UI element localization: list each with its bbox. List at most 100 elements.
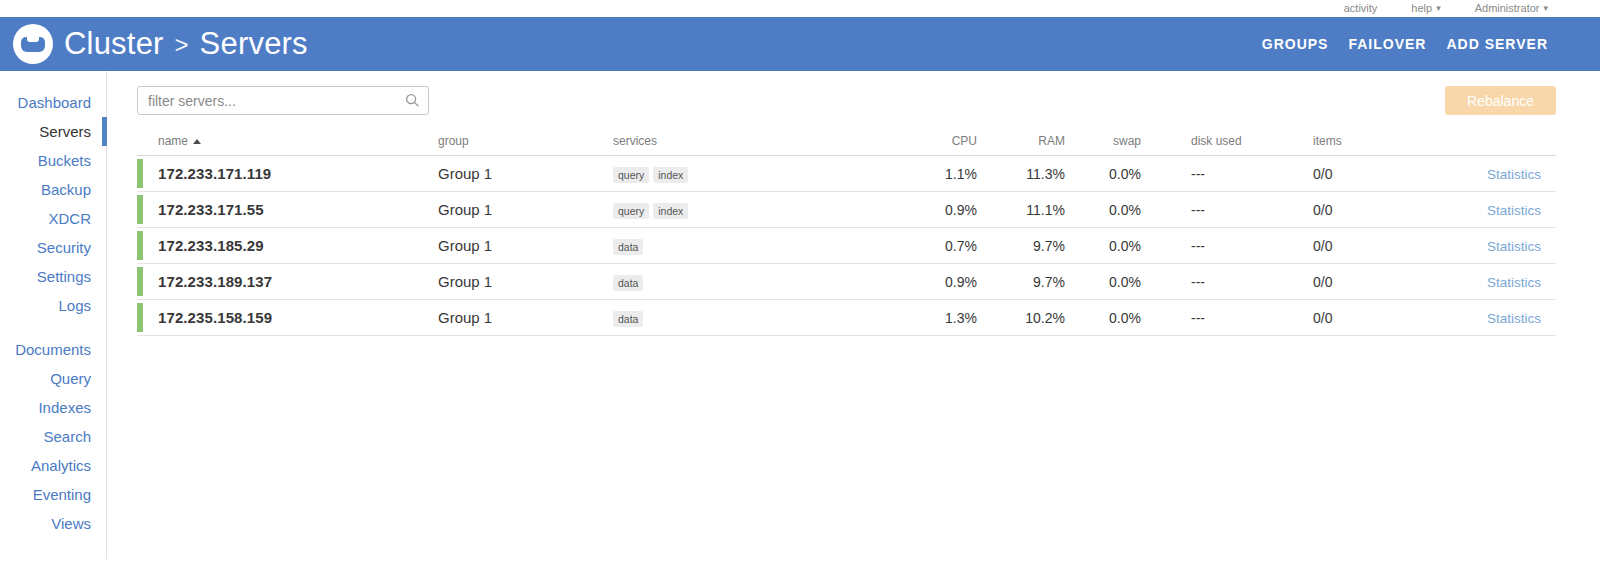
server-swap: 0.0% xyxy=(1065,238,1141,254)
utility-bar: activity help▾ Administrator▾ xyxy=(0,0,1600,17)
server-group: Group 1 xyxy=(432,165,607,182)
server-name: 172.233.171.55 xyxy=(137,201,432,218)
node-healthy-indicator xyxy=(137,231,143,260)
app-header: Cluster > Servers GROUPS FAILOVER ADD SE… xyxy=(0,17,1600,71)
statistics-link[interactable]: Statistics xyxy=(1487,203,1541,218)
server-cpu: 0.7% xyxy=(927,238,977,254)
server-services: data xyxy=(607,273,927,291)
rebalance-button[interactable]: Rebalance xyxy=(1445,86,1556,115)
table-row: 172.233.171.55 Group 1 queryindex 0.9% 1… xyxy=(137,192,1556,228)
column-header-ram: RAM xyxy=(977,134,1065,148)
server-disk-used: --- xyxy=(1141,166,1261,182)
column-header-group: group xyxy=(432,134,607,148)
node-healthy-indicator xyxy=(137,195,143,224)
column-header-items: items xyxy=(1261,134,1381,148)
sidebar-item-settings[interactable]: Settings xyxy=(0,262,106,291)
server-cpu: 1.1% xyxy=(927,166,977,182)
server-swap: 0.0% xyxy=(1065,274,1141,290)
failover-button[interactable]: FAILOVER xyxy=(1348,36,1426,52)
server-swap: 0.0% xyxy=(1065,310,1141,326)
breadcrumb: Cluster > Servers xyxy=(64,26,308,62)
server-ram: 11.3% xyxy=(977,166,1065,182)
node-healthy-indicator xyxy=(137,159,143,188)
column-header-cpu: CPU xyxy=(927,134,977,148)
sidebar-item-analytics[interactable]: Analytics xyxy=(0,451,106,480)
filter-servers-input[interactable] xyxy=(137,86,429,115)
sidebar-item-xdcr[interactable]: XDCR xyxy=(0,204,106,233)
server-group: Group 1 xyxy=(432,237,607,254)
sidebar-item-buckets[interactable]: Buckets xyxy=(0,146,106,175)
server-services: data xyxy=(607,237,927,255)
sidebar-item-indexes[interactable]: Indexes xyxy=(0,393,106,422)
breadcrumb-cluster: Cluster xyxy=(64,26,164,62)
server-group: Group 1 xyxy=(432,273,607,290)
header-actions: GROUPS FAILOVER ADD SERVER xyxy=(1262,36,1548,52)
server-name: 172.233.185.29 xyxy=(137,237,432,254)
sidebar-item-backup[interactable]: Backup xyxy=(0,175,106,204)
user-menu[interactable]: Administrator▾ xyxy=(1475,0,1548,18)
server-disk-used: --- xyxy=(1141,238,1261,254)
server-ram: 10.2% xyxy=(977,310,1065,326)
table-row: 172.235.158.159 Group 1 data 1.3% 10.2% … xyxy=(137,300,1556,336)
service-badge: index xyxy=(653,203,688,219)
sidebar-item-servers[interactable]: Servers xyxy=(0,117,106,146)
column-header-swap: swap xyxy=(1065,134,1141,148)
search-icon xyxy=(405,93,420,108)
statistics-link[interactable]: Statistics xyxy=(1487,239,1541,254)
column-header-disk-used: disk used xyxy=(1141,134,1261,148)
chevron-down-icon: ▾ xyxy=(1436,0,1441,17)
server-services: data xyxy=(607,309,927,327)
sidebar-item-search[interactable]: Search xyxy=(0,422,106,451)
activity-link[interactable]: activity xyxy=(1344,0,1378,17)
server-services: queryindex xyxy=(607,201,927,219)
server-group: Group 1 xyxy=(432,309,607,326)
service-badge: index xyxy=(653,167,688,183)
service-badge: data xyxy=(613,239,643,255)
statistics-link[interactable]: Statistics xyxy=(1487,167,1541,182)
column-header-name[interactable]: name xyxy=(137,134,432,148)
groups-button[interactable]: GROUPS xyxy=(1262,36,1329,52)
server-group: Group 1 xyxy=(432,201,607,218)
server-name: 172.233.189.137 xyxy=(137,273,432,290)
help-menu[interactable]: help▾ xyxy=(1411,0,1440,18)
server-items: 0/0 xyxy=(1261,166,1381,182)
node-healthy-indicator xyxy=(137,303,143,332)
table-row: 172.233.189.137 Group 1 data 0.9% 9.7% 0… xyxy=(137,264,1556,300)
sidebar-item-logs[interactable]: Logs xyxy=(0,291,106,320)
service-badge: query xyxy=(613,167,649,183)
server-items: 0/0 xyxy=(1261,274,1381,290)
server-cpu: 0.9% xyxy=(927,202,977,218)
column-header-services: services xyxy=(607,134,927,148)
sidebar-item-documents[interactable]: Documents xyxy=(0,335,106,364)
server-disk-used: --- xyxy=(1141,274,1261,290)
server-cpu: 1.3% xyxy=(927,310,977,326)
server-services: queryindex xyxy=(607,165,927,183)
add-server-button[interactable]: ADD SERVER xyxy=(1446,36,1548,52)
service-badge: data xyxy=(613,311,643,327)
servers-table-body: 172.233.171.119 Group 1 queryindex 1.1% … xyxy=(137,156,1556,336)
breadcrumb-separator: > xyxy=(175,31,189,59)
server-items: 0/0 xyxy=(1261,310,1381,326)
table-row: 172.233.171.119 Group 1 queryindex 1.1% … xyxy=(137,156,1556,192)
server-swap: 0.0% xyxy=(1065,202,1141,218)
sidebar-item-eventing[interactable]: Eventing xyxy=(0,480,106,509)
servers-toolbar: Rebalance xyxy=(137,86,1556,115)
chevron-down-icon: ▾ xyxy=(1543,0,1548,17)
sidebar-item-views[interactable]: Views xyxy=(0,509,106,538)
server-name: 172.235.158.159 xyxy=(137,309,432,326)
sidebar-nav: DashboardServersBucketsBackupXDCRSecurit… xyxy=(0,71,107,559)
service-badge: data xyxy=(613,275,643,291)
statistics-link[interactable]: Statistics xyxy=(1487,275,1541,290)
server-cpu: 0.9% xyxy=(927,274,977,290)
server-name: 172.233.171.119 xyxy=(137,165,432,182)
node-healthy-indicator xyxy=(137,267,143,296)
sidebar-item-dashboard[interactable]: Dashboard xyxy=(0,88,106,117)
server-disk-used: --- xyxy=(1141,202,1261,218)
sort-asc-icon xyxy=(193,139,201,144)
sidebar-item-security[interactable]: Security xyxy=(0,233,106,262)
page-title: Servers xyxy=(200,26,308,62)
server-ram: 9.7% xyxy=(977,274,1065,290)
sidebar-item-query[interactable]: Query xyxy=(0,364,106,393)
statistics-link[interactable]: Statistics xyxy=(1487,311,1541,326)
service-badge: query xyxy=(613,203,649,219)
